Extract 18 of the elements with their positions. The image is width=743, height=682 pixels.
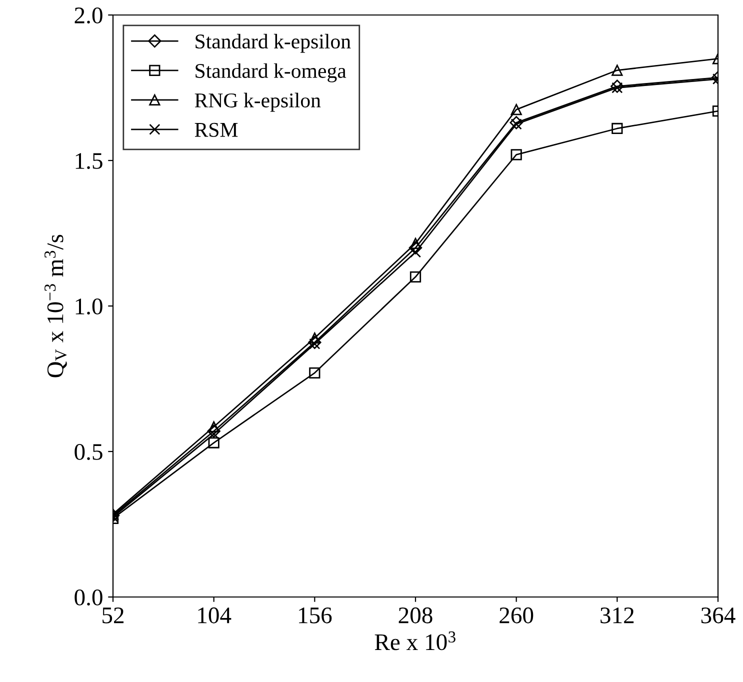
y-tick-label: 0.0 — [74, 589, 102, 606]
legend-label: Standard k-epsilon — [196, 34, 351, 53]
x-tick-label: 364 — [701, 607, 736, 624]
x-tick-label: 156 — [299, 607, 332, 624]
x-tick-label: 312 — [600, 607, 634, 624]
y-tick-label: 1.5 — [76, 153, 102, 170]
legend-label: RSM — [194, 122, 238, 137]
y-tick-label: 0.5 — [74, 444, 102, 460]
y-axis-title: Q$_{V}$ x 10$^{−3}$ m$^{3}$/s — [44, 234, 67, 378]
x-tick-label: 208 — [398, 607, 432, 624]
y-tick-label: 1.0 — [76, 298, 102, 315]
x-tick-label: 260 — [500, 607, 534, 624]
x-tick-label: 52 — [102, 607, 124, 624]
legend-label: RNG k-epsilon — [194, 92, 321, 112]
y-tick-label: 2.0 — [74, 7, 102, 24]
legend-label: Standard k-omega — [196, 63, 346, 82]
x-axis-title: Re x 10$^{3}$ — [374, 631, 456, 650]
x-tick-label: 104 — [198, 607, 232, 624]
